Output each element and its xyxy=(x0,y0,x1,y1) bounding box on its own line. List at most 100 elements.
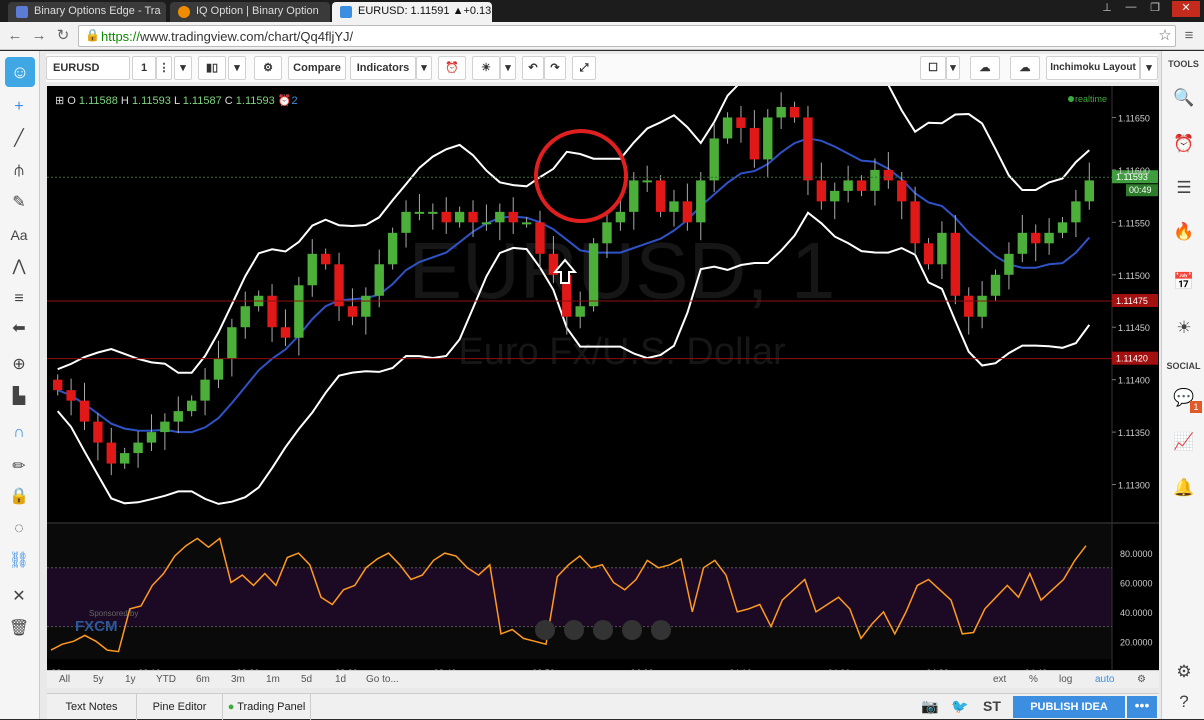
maximize-button[interactable]: ❐ xyxy=(1150,2,1160,14)
range-all[interactable]: All xyxy=(59,674,71,685)
publish-label: PUBLISH IDEA xyxy=(1030,701,1108,713)
tab-label: Binary Options Edge - Tra xyxy=(34,5,161,17)
browser-tab-iq-option[interactable]: IQ Option | Binary Option xyxy=(170,2,330,22)
forward-arrow-icon[interactable]: → xyxy=(31,27,47,44)
scroll-right-icon[interactable] xyxy=(651,620,671,640)
zoom-icon[interactable]: ⊕ xyxy=(12,356,26,373)
reload-icon[interactable]: ↻ xyxy=(56,27,70,44)
range-6m[interactable]: 6m xyxy=(196,674,210,685)
lightbulb-icon[interactable]: ☀ xyxy=(472,56,500,80)
chevron-down-icon[interactable]: ▾ xyxy=(228,56,246,80)
expand-legend-icon[interactable]: ⊞ xyxy=(55,95,65,107)
text-tool-icon[interactable]: Aa xyxy=(10,227,28,243)
lock-drawings-icon[interactable]: 🔒 xyxy=(9,488,29,505)
interval-menu-icon[interactable]: ⋮ xyxy=(156,56,172,80)
fib-retracement-icon[interactable]: ≡ xyxy=(14,290,24,307)
trash-icon[interactable]: 🗑 xyxy=(8,620,30,637)
fork-tool-icon[interactable]: ⫛ xyxy=(14,162,24,179)
auto-toggle[interactable]: auto xyxy=(1095,674,1115,685)
streams-icon[interactable]: 📈 xyxy=(1173,432,1195,451)
hotlist-flame-icon[interactable]: 🔥 xyxy=(1173,222,1195,241)
calendar-icon[interactable]: 📅 xyxy=(1173,272,1195,291)
range-3m[interactable]: 3m xyxy=(231,674,245,685)
brush-icon[interactable]: ✎ xyxy=(12,194,26,211)
layout-name-button[interactable]: Inchimoku Layout xyxy=(1046,56,1140,80)
tab-text-notes[interactable]: Text Notes xyxy=(47,694,137,720)
reset-icon[interactable] xyxy=(593,620,613,640)
crosshair-icon[interactable]: + xyxy=(14,98,24,115)
gear-icon[interactable]: ⚙ xyxy=(254,56,282,80)
trend-line-icon[interactable]: ╱ xyxy=(14,130,24,147)
chevron-down-icon[interactable]: ▾ xyxy=(500,56,516,80)
ext-toggle[interactable]: ext xyxy=(993,674,1007,685)
user-avatar-icon[interactable]: ☺ xyxy=(5,57,35,87)
remove-tools-icon[interactable]: ✕ xyxy=(12,588,26,605)
publish-idea-button[interactable]: PUBLISH IDEA xyxy=(1013,696,1125,718)
object-tree-icon[interactable]: ☰ xyxy=(1176,178,1192,197)
chat-icon[interactable]: 💬 xyxy=(1173,388,1195,407)
hide-drawings-icon[interactable]: ◌ xyxy=(14,520,24,537)
pattern-icon[interactable]: ⋀ xyxy=(12,258,26,275)
tab-trading-panel[interactable]: ● Trading Panel xyxy=(223,694,311,720)
range-ytd[interactable]: YTD xyxy=(156,674,176,685)
layout-grid-icon[interactable]: ☐ xyxy=(920,56,946,80)
chart-pane[interactable]: EURUSD, 1 Euro Fx/U.S. Dollar 1.11475 1.1… xyxy=(47,49,1159,686)
range-1y[interactable]: 1y xyxy=(125,674,136,685)
cloud-upload-icon[interactable]: ☁ xyxy=(1010,56,1040,80)
account-icon[interactable]: ⊥ xyxy=(1102,2,1112,14)
screener-search-icon[interactable]: 🔍 xyxy=(1173,88,1195,107)
camera-icon[interactable]: 📷 xyxy=(921,698,939,714)
chevron-down-icon[interactable]: ▾ xyxy=(946,56,960,80)
zoom-in-icon[interactable] xyxy=(622,620,642,640)
chevron-down-icon[interactable]: ▾ xyxy=(1140,56,1158,80)
redo-icon[interactable]: ↷ xyxy=(544,56,566,80)
close-window-button[interactable]: ✕ xyxy=(1172,1,1200,17)
fullscreen-icon[interactable]: ⤢ xyxy=(572,56,596,80)
candle-body xyxy=(548,253,559,275)
sync-link-icon[interactable]: ⛓ xyxy=(8,552,30,569)
stocktwits-button[interactable]: ST xyxy=(983,698,1001,714)
price-axis[interactable]: 1.11650 1.11600 1.11550 1.11500 1.11450 1.114… xyxy=(1112,113,1150,491)
twitter-icon[interactable]: 🐦 xyxy=(951,698,969,714)
arrow-left-icon[interactable]: ⬅ xyxy=(12,320,26,337)
tab-pine-editor[interactable]: Pine Editor xyxy=(137,694,223,720)
url-field[interactable]: 🔒 https://www.tradingview.com/chart/Qq4f… xyxy=(78,25,1176,47)
scroll-left-icon[interactable] xyxy=(535,620,555,640)
gear-icon[interactable]: ⚙ xyxy=(1137,674,1146,685)
alert-clock-icon[interactable]: ⏰ xyxy=(438,56,466,80)
chevron-down-icon[interactable]: ▾ xyxy=(416,56,432,80)
compare-button[interactable]: Compare xyxy=(288,56,346,80)
cloud-download-icon[interactable]: ☁ xyxy=(970,56,1000,80)
chevron-down-icon[interactable]: ▾ xyxy=(174,56,192,80)
stay-drawing-icon[interactable]: ✏ xyxy=(12,458,26,475)
zoom-out-icon[interactable] xyxy=(564,620,584,640)
interval-selector[interactable]: 1 xyxy=(132,56,156,80)
ideas-lightbulb-icon[interactable]: ☀ xyxy=(1176,318,1192,337)
alarm-clock-icon[interactable]: ⏰ xyxy=(1173,134,1195,153)
settings-gear-icon[interactable]: ⚙ xyxy=(1176,662,1192,681)
help-icon[interactable]: ? xyxy=(1179,692,1189,711)
publish-more-button[interactable]: ••• xyxy=(1127,696,1157,718)
browser-menu-icon[interactable]: ≡ xyxy=(1184,27,1194,44)
candle-style-icon[interactable]: ▮▯ xyxy=(198,56,226,80)
range-1d[interactable]: 1d xyxy=(335,674,347,685)
browser-tab-binary-options-edge[interactable]: Binary Options Edge - Tra xyxy=(8,2,166,22)
measure-icon[interactable]: ▙ xyxy=(12,388,26,405)
compare-label: Compare xyxy=(293,62,341,74)
symbol-search-input[interactable]: EURUSD xyxy=(46,56,130,80)
range-5d[interactable]: 5d xyxy=(301,674,313,685)
range-1m[interactable]: 1m xyxy=(266,674,280,685)
log-toggle[interactable]: log xyxy=(1059,674,1073,685)
notifications-bell-icon[interactable]: 🔔 xyxy=(1173,478,1195,497)
chart-canvas[interactable]: EURUSD, 1 Euro Fx/U.S. Dollar 1.114751.1… xyxy=(47,49,1159,686)
undo-icon[interactable]: ↶ xyxy=(522,56,544,80)
browser-tab-eurusd[interactable]: EURUSD: 1.11591 ▲+0.13 xyxy=(332,2,492,22)
range-5y[interactable]: 5y xyxy=(93,674,104,685)
back-arrow-icon[interactable]: ← xyxy=(7,27,23,44)
bookmark-star-icon[interactable]: ☆ xyxy=(1158,27,1172,44)
percent-toggle[interactable]: % xyxy=(1029,674,1038,685)
magnet-icon[interactable]: ∩ xyxy=(13,424,25,441)
goto-date-button[interactable]: Go to... xyxy=(366,674,399,685)
minimize-button[interactable]: — xyxy=(1125,1,1137,13)
indicators-button[interactable]: Indicators xyxy=(350,56,416,80)
